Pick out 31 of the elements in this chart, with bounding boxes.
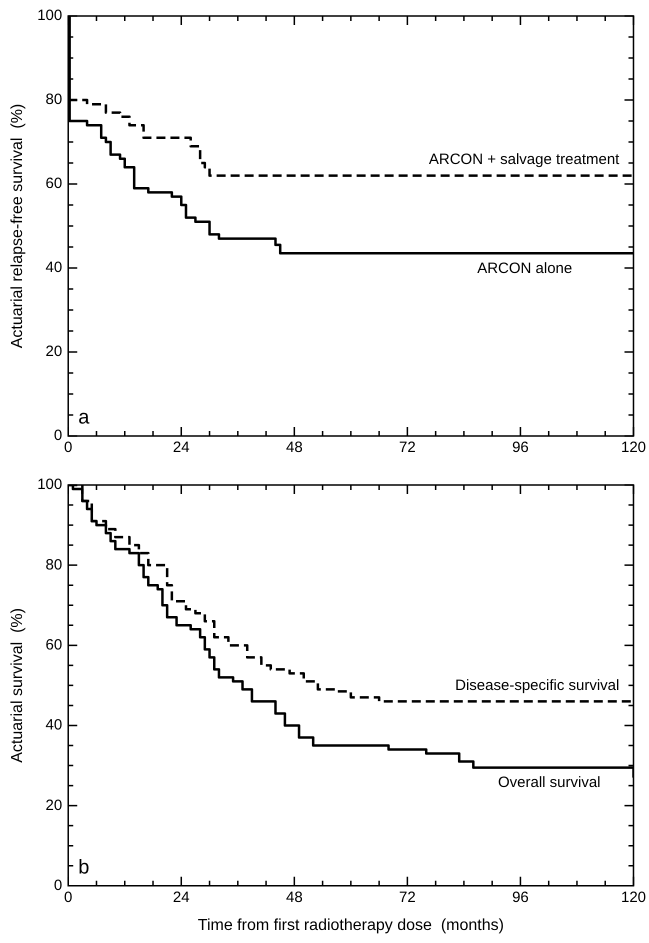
x-axis-title: Time from first radiotherapy dose (months) (198, 916, 504, 934)
annotation: ARCON alone (477, 260, 572, 277)
annotation: Disease-specific survival (455, 677, 620, 694)
y-tick-label: 20 (46, 796, 62, 814)
x-tick-label: 48 (286, 888, 303, 906)
y-tick-label: 0 (54, 427, 62, 444)
x-tick-label: 48 (286, 439, 303, 456)
x-tick-label: 120 (620, 888, 646, 906)
y-tick-label: 40 (46, 716, 62, 734)
y-tick-label: 60 (46, 636, 62, 654)
x-tick-label: 96 (512, 439, 529, 456)
annotation: b (78, 856, 90, 878)
x-tick-label: 72 (399, 888, 416, 906)
y-tick-label: 60 (46, 175, 62, 192)
y-tick-label: 80 (46, 91, 62, 108)
annotation: a (78, 406, 90, 429)
y-axis-title: Actuarial survival (%) (9, 608, 26, 763)
y-tick-label: 80 (46, 556, 62, 574)
annotation: ARCON + salvage treatment (428, 151, 620, 168)
x-tick-label: 120 (620, 439, 646, 456)
x-tick-label: 24 (172, 439, 190, 456)
y-tick-label: 20 (46, 343, 62, 360)
y-tick-label: 100 (37, 7, 62, 24)
y-tick-label: 40 (46, 259, 62, 276)
y-tick-label: 0 (54, 876, 62, 894)
annotation: Overall survival (498, 774, 601, 792)
x-tick-label: 24 (172, 888, 190, 906)
x-tick-label: 72 (399, 439, 416, 456)
y-axis-title: Actuarial relapse-free survival (%) (9, 104, 26, 348)
y-tick-label: 100 (37, 476, 62, 494)
x-tick-label: 96 (512, 888, 529, 906)
